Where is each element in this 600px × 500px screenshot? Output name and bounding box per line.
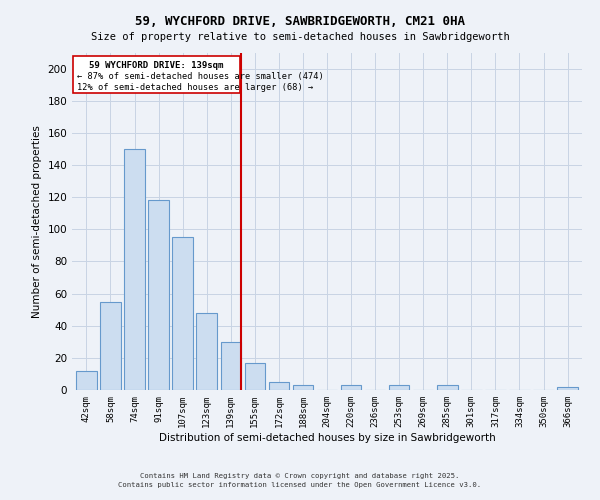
Bar [341,385,361,390]
Bar [245,362,265,390]
Bar [269,382,289,390]
Text: ← 87% of semi-detached houses are smaller (474): ← 87% of semi-detached houses are smalle… [77,72,323,81]
Bar [124,149,145,390]
Bar [100,302,121,390]
Text: Size of property relative to semi-detached houses in Sawbridgeworth: Size of property relative to semi-detach… [91,32,509,42]
Text: 59 WYCHFORD DRIVE: 139sqm: 59 WYCHFORD DRIVE: 139sqm [89,60,224,70]
Bar [437,385,458,390]
Y-axis label: Number of semi-detached properties: Number of semi-detached properties [32,125,42,318]
Bar [389,385,409,390]
X-axis label: Distribution of semi-detached houses by size in Sawbridgeworth: Distribution of semi-detached houses by … [158,432,496,442]
Bar [557,387,578,390]
Bar [196,313,217,390]
Text: Contains HM Land Registry data © Crown copyright and database right 2025.
Contai: Contains HM Land Registry data © Crown c… [118,473,482,488]
Text: 12% of semi-detached houses are larger (68) →: 12% of semi-detached houses are larger (… [77,83,313,92]
Bar [148,200,169,390]
Bar [221,342,241,390]
Bar [172,238,193,390]
Text: 59, WYCHFORD DRIVE, SAWBRIDGEWORTH, CM21 0HA: 59, WYCHFORD DRIVE, SAWBRIDGEWORTH, CM21… [135,15,465,28]
Bar [76,370,97,390]
FancyBboxPatch shape [73,56,240,92]
Bar [293,385,313,390]
